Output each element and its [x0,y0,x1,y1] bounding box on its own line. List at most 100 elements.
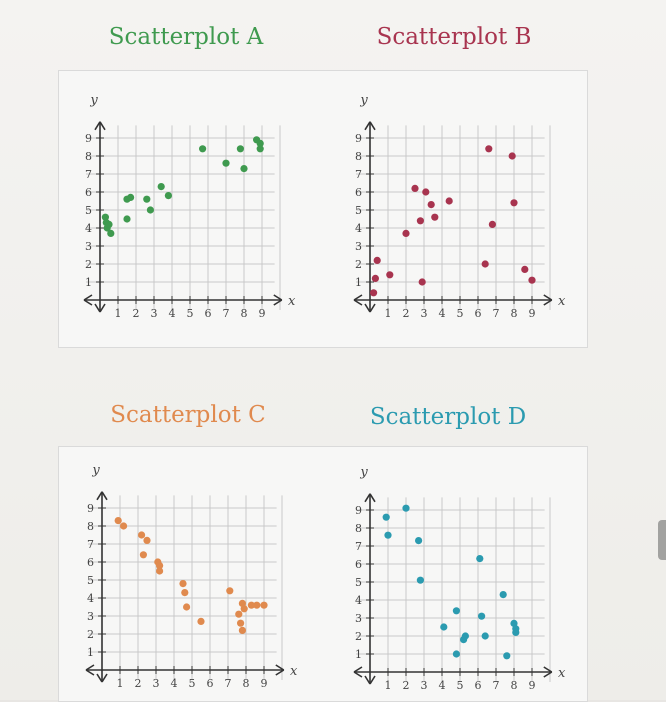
y-tick-label: 4 [355,594,362,607]
data-point [427,201,435,209]
data-point [183,603,191,611]
x-tick-label: 1 [385,307,392,320]
data-point [415,537,423,545]
x-tick-label: 2 [403,307,410,320]
data-point [512,628,520,636]
data-point [138,531,146,539]
x-tick-label: 4 [171,677,178,690]
y-tick-label: 1 [355,276,362,289]
x-tick-label: 8 [243,677,250,690]
y-tick-label: 9 [355,132,362,145]
x-tick-label: 5 [457,307,464,320]
data-point [114,517,122,525]
data-point [238,599,246,607]
x-axis-label: x [290,664,298,679]
x-tick-label: 6 [207,677,214,690]
y-tick-label: 9 [85,132,92,145]
y-tick-label: 2 [355,258,362,271]
data-point [127,193,135,201]
y-tick-label: 8 [355,522,362,535]
data-point [503,652,511,660]
x-axis-label: x [558,666,566,681]
x-axis-arrow-left [353,666,363,678]
scatterplot-b-title: Scatterplot B [376,24,532,50]
data-point [236,145,244,153]
y-tick-label: 6 [87,556,94,569]
data-point [240,165,248,173]
x-axis-arrow-right [275,664,285,676]
y-tick-label: 8 [87,520,94,533]
data-point [143,195,151,203]
x-tick-label: 8 [241,307,248,320]
y-tick-label: 7 [85,168,92,181]
y-tick-label: 4 [355,222,362,235]
x-tick-label: 5 [457,679,464,692]
scatterplot-d-title: Scatterplot D [369,404,527,430]
x-tick-label: 7 [493,679,500,692]
scatterplot-a-title: Scatterplot A [108,24,264,50]
data-point [445,197,453,205]
data-point [146,206,154,214]
data-point [488,220,496,228]
x-tick-label: 3 [421,679,428,692]
data-point [510,199,518,207]
x-tick-label: 3 [151,307,158,320]
data-point [452,650,460,658]
data-point [402,504,410,512]
data-point [237,619,245,627]
data-point [238,626,246,634]
y-axis-arrow-down [96,673,108,683]
data-point [226,587,234,595]
data-point [461,632,469,640]
data-point [481,632,489,640]
x-tick-label: 2 [135,677,142,690]
data-point [197,617,205,625]
x-axis-arrow-left [83,294,93,306]
y-tick-label: 1 [87,646,94,659]
y-tick-label: 5 [87,574,94,587]
data-point [164,192,172,200]
y-tick-label: 3 [355,612,362,625]
y-axis-label: y [91,463,100,478]
x-tick-label: 9 [259,307,266,320]
data-point [371,274,379,282]
x-tick-label: 2 [403,679,410,692]
x-axis-arrow-left [85,664,95,676]
data-point [422,188,430,196]
x-axis-label: x [558,294,566,309]
y-axis-label: y [89,93,98,108]
y-axis-label: y [359,93,368,108]
x-tick-label: 9 [529,679,536,692]
x-tick-label: 4 [439,307,446,320]
y-tick-label: 2 [85,258,92,271]
x-tick-label: 1 [385,679,392,692]
data-point [156,567,164,575]
x-tick-label: 9 [529,307,536,320]
data-point [386,271,394,279]
y-tick-label: 7 [355,540,362,553]
x-tick-label: 8 [511,307,518,320]
data-point [260,601,268,609]
x-tick-label: 8 [511,679,518,692]
data-point [418,278,426,286]
x-axis-arrow-right [543,666,553,678]
y-tick-label: 1 [85,276,92,289]
y-tick-label: 6 [355,558,362,571]
y-tick-label: 6 [85,186,92,199]
data-point [431,213,439,221]
y-tick-label: 1 [355,648,362,661]
y-tick-label: 3 [85,240,92,253]
data-point [373,256,381,264]
data-point [199,145,207,153]
x-tick-label: 1 [117,677,124,690]
x-tick-label: 7 [223,307,230,320]
data-point [416,217,424,225]
y-axis-arrow-down [94,303,106,313]
data-point [416,576,424,584]
data-point [478,612,486,620]
y-tick-label: 8 [355,150,362,163]
x-tick-label: 1 [115,307,122,320]
x-tick-label: 4 [169,307,176,320]
data-point [411,184,419,192]
